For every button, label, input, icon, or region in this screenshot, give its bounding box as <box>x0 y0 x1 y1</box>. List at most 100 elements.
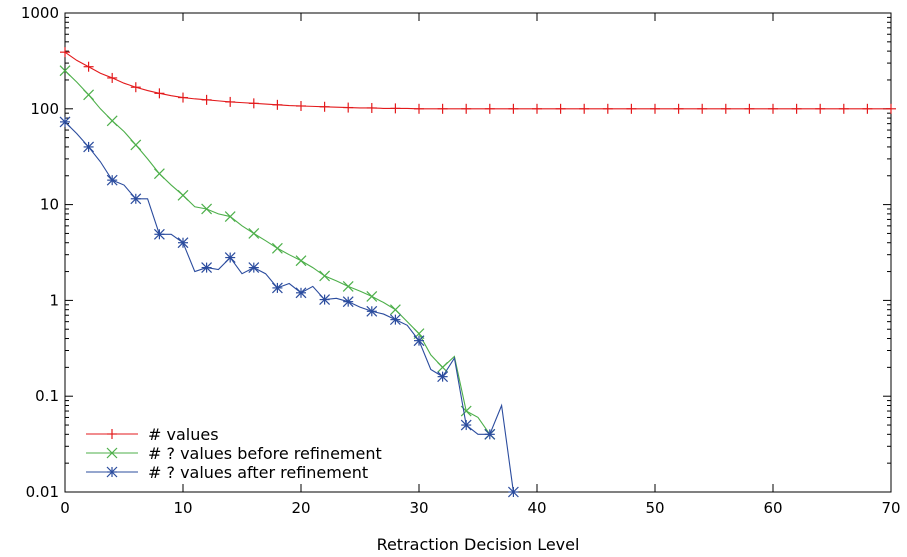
data-point <box>461 103 472 114</box>
data-point <box>106 174 118 186</box>
data-point <box>225 96 236 107</box>
data-point <box>366 102 377 113</box>
plot-frame <box>64 12 892 493</box>
data-point <box>153 228 165 240</box>
legend-label: # ? values after refinement <box>148 463 368 482</box>
y-tick-label: 10 <box>40 196 59 214</box>
data-point <box>838 103 849 114</box>
data-point <box>106 115 118 127</box>
series-1 <box>60 47 896 114</box>
y-tick-label: 1000 <box>21 4 59 22</box>
legend-item: # values <box>86 425 219 444</box>
data-point <box>791 103 802 114</box>
data-point <box>602 103 613 114</box>
data-point <box>697 103 708 114</box>
legend-item: # ? values after refinement <box>86 463 368 482</box>
data-point <box>177 237 189 249</box>
legend: # values# ? values before refinement# ? … <box>86 425 382 482</box>
data-point <box>366 305 378 317</box>
data-point <box>153 168 165 180</box>
series-layer <box>59 47 896 498</box>
x-axis-title: Retraction Decision Level <box>377 535 580 554</box>
series-3 <box>59 116 519 498</box>
y-tick-label: 0.01 <box>26 483 59 501</box>
data-point <box>248 262 260 274</box>
series-line <box>64 51 891 110</box>
x-tick-label: 30 <box>409 499 428 517</box>
data-point <box>343 102 354 113</box>
data-point <box>224 211 236 222</box>
data-point <box>130 139 142 151</box>
x-tick-label: 0 <box>60 499 70 517</box>
data-point <box>389 304 401 316</box>
data-point <box>484 103 495 114</box>
data-point <box>768 103 778 114</box>
data-point <box>83 61 94 72</box>
data-point <box>342 280 354 292</box>
y-tick-label: 1 <box>49 291 59 309</box>
data-point <box>60 47 70 58</box>
data-point <box>626 103 637 114</box>
data-point <box>437 103 448 114</box>
data-point <box>460 419 472 431</box>
legend-item: # ? values before refinement <box>86 444 382 463</box>
data-point <box>83 141 95 153</box>
data-point <box>437 371 449 383</box>
data-point <box>650 103 660 114</box>
data-point <box>744 103 755 114</box>
data-point <box>201 203 213 215</box>
data-point <box>107 72 118 83</box>
data-point <box>319 270 331 282</box>
data-point <box>178 92 188 103</box>
x-tick-label: 70 <box>881 499 900 517</box>
data-point <box>177 189 189 201</box>
data-point <box>130 82 141 93</box>
data-point <box>271 242 283 254</box>
legend-label: # values <box>148 425 219 444</box>
data-point <box>106 447 118 459</box>
data-point <box>296 100 306 111</box>
legend-label: # ? values before refinement <box>148 444 382 463</box>
y-tick-label: 0.1 <box>35 387 59 405</box>
x-tick-label: 10 <box>173 499 192 517</box>
data-point <box>673 103 684 114</box>
axis-ticks: 0 10 20 30 40 50 60 70 0.01 0.1 1 10 100 1000 <box>21 4 901 517</box>
x-tick-label: 50 <box>645 499 664 517</box>
data-point <box>532 103 542 114</box>
data-point <box>507 486 519 498</box>
data-point <box>389 314 401 326</box>
data-point <box>366 291 378 302</box>
data-point <box>413 335 425 347</box>
x-tick-label: 20 <box>291 499 310 517</box>
data-point <box>555 103 566 114</box>
data-point <box>484 428 496 440</box>
data-point <box>271 282 283 294</box>
data-point <box>295 287 307 299</box>
series-2 <box>59 65 496 440</box>
data-point <box>390 103 401 114</box>
data-point <box>224 252 236 263</box>
data-point <box>106 466 118 478</box>
data-point <box>107 429 117 439</box>
series-line <box>64 121 514 493</box>
data-point <box>59 116 71 128</box>
data-point <box>862 103 873 114</box>
series-line <box>64 70 491 435</box>
data-point <box>886 103 896 114</box>
data-point <box>414 103 424 114</box>
data-point <box>59 65 71 77</box>
data-point <box>272 99 283 110</box>
data-point <box>508 103 519 114</box>
data-point <box>201 94 212 105</box>
data-point <box>201 262 213 274</box>
data-point <box>579 103 590 114</box>
data-point <box>295 255 307 267</box>
data-point <box>815 103 826 114</box>
x-tick-label: 60 <box>763 499 782 517</box>
data-point <box>83 89 95 101</box>
data-point <box>248 98 259 109</box>
data-point <box>342 296 354 308</box>
data-point <box>319 101 330 112</box>
data-point <box>720 103 731 114</box>
